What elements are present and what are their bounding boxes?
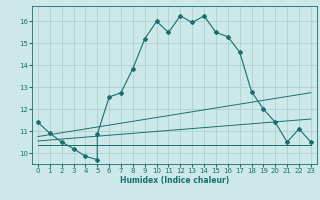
X-axis label: Humidex (Indice chaleur): Humidex (Indice chaleur) — [120, 176, 229, 185]
